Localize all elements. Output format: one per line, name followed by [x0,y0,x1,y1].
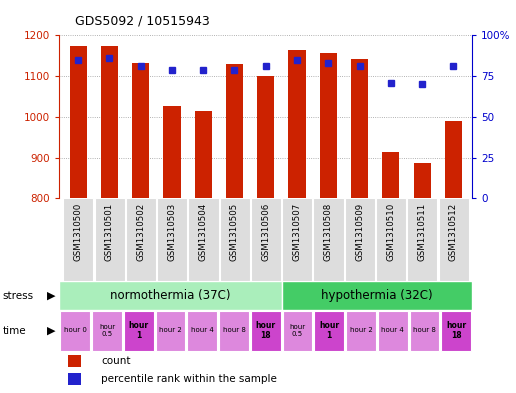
Text: GSM1310508: GSM1310508 [324,203,333,261]
FancyBboxPatch shape [187,311,217,351]
FancyBboxPatch shape [126,198,156,281]
Bar [226,64,243,198]
Text: GSM1310506: GSM1310506 [261,203,270,261]
Bar [320,53,337,198]
Text: GSM1310502: GSM1310502 [136,203,145,261]
Text: GSM1310504: GSM1310504 [199,203,208,261]
FancyBboxPatch shape [157,198,187,281]
Bar [68,355,80,367]
FancyBboxPatch shape [282,281,472,310]
Text: GDS5092 / 10515943: GDS5092 / 10515943 [75,15,209,28]
Text: normothermia (37C): normothermia (37C) [110,289,231,302]
Text: hour
1: hour 1 [319,321,340,340]
Bar [257,76,275,198]
FancyBboxPatch shape [251,311,281,351]
Text: GSM1310501: GSM1310501 [105,203,114,261]
Text: hour
0.5: hour 0.5 [99,324,115,337]
Bar [70,46,87,198]
Bar [195,111,212,198]
FancyBboxPatch shape [410,311,440,351]
FancyBboxPatch shape [439,198,469,281]
Bar [351,59,368,198]
FancyBboxPatch shape [346,311,376,351]
Text: hour
18: hour 18 [255,321,276,340]
FancyBboxPatch shape [155,311,185,351]
FancyBboxPatch shape [188,198,219,281]
FancyBboxPatch shape [441,311,471,351]
FancyBboxPatch shape [60,311,90,351]
Text: hour 4: hour 4 [381,327,404,333]
Text: ▶: ▶ [47,291,56,301]
FancyBboxPatch shape [59,281,282,310]
Text: hour 2: hour 2 [159,327,182,333]
FancyBboxPatch shape [219,311,249,351]
Bar [288,50,305,198]
FancyBboxPatch shape [407,198,438,281]
Text: hour 8: hour 8 [222,327,246,333]
Bar [132,63,149,198]
Bar [164,106,181,198]
FancyBboxPatch shape [94,198,125,281]
Text: GSM1310505: GSM1310505 [230,203,239,261]
Text: time: time [3,326,26,336]
Bar [382,152,399,198]
FancyBboxPatch shape [92,311,122,351]
Bar [413,163,431,198]
FancyBboxPatch shape [376,198,406,281]
Text: hypothermia (32C): hypothermia (32C) [321,289,433,302]
FancyBboxPatch shape [124,311,154,351]
Text: ▶: ▶ [47,326,56,336]
Text: GSM1310510: GSM1310510 [386,203,395,261]
Bar [101,46,118,198]
Text: count: count [101,356,131,366]
Text: hour
18: hour 18 [446,321,466,340]
FancyBboxPatch shape [283,311,312,351]
Bar [445,121,462,198]
FancyBboxPatch shape [314,311,344,351]
Text: GSM1310509: GSM1310509 [355,203,364,261]
Text: GSM1310500: GSM1310500 [74,203,83,261]
Text: hour
1: hour 1 [128,321,149,340]
Text: hour 8: hour 8 [413,327,436,333]
Text: GSM1310512: GSM1310512 [449,203,458,261]
FancyBboxPatch shape [378,311,408,351]
Bar [68,373,80,385]
Text: stress: stress [3,291,34,301]
FancyBboxPatch shape [345,198,375,281]
FancyBboxPatch shape [251,198,281,281]
Text: hour 4: hour 4 [191,327,214,333]
Text: hour
0.5: hour 0.5 [289,324,305,337]
FancyBboxPatch shape [282,198,312,281]
Text: GSM1310507: GSM1310507 [293,203,301,261]
FancyBboxPatch shape [220,198,250,281]
Text: hour 0: hour 0 [64,327,87,333]
FancyBboxPatch shape [63,198,93,281]
Text: GSM1310511: GSM1310511 [417,203,427,261]
Text: hour 2: hour 2 [350,327,373,333]
Text: percentile rank within the sample: percentile rank within the sample [101,374,277,384]
Text: GSM1310503: GSM1310503 [167,203,176,261]
FancyBboxPatch shape [313,198,344,281]
